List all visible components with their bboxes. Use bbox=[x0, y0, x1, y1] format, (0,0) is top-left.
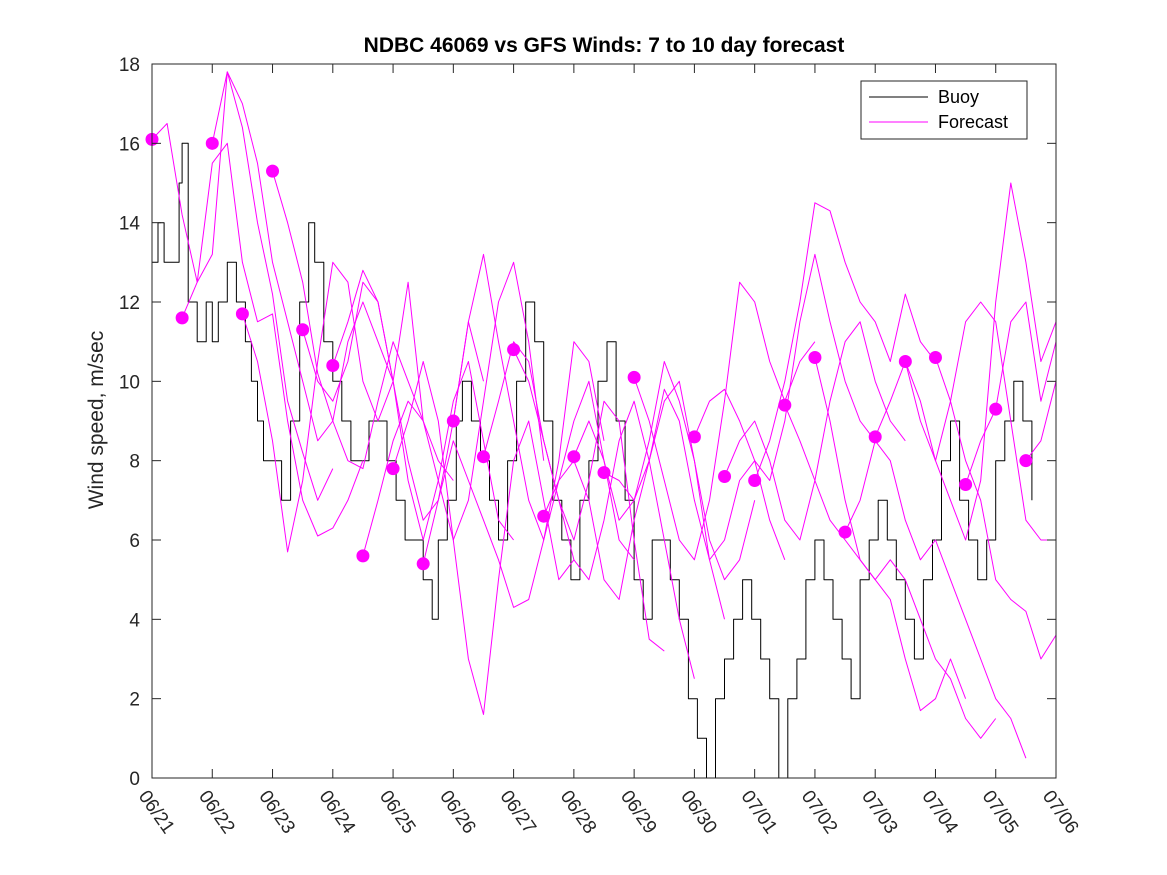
legend-forecast-label: Forecast bbox=[938, 112, 1008, 132]
forecast-marker-point bbox=[627, 370, 641, 384]
legend-buoy-label: Buoy bbox=[938, 87, 979, 107]
legend-box bbox=[860, 80, 1028, 140]
y-axis-label: Wind speed, m/sec bbox=[85, 331, 108, 510]
forecast-series-line bbox=[814, 357, 997, 739]
forecast-marker-point bbox=[446, 414, 460, 428]
y-tick-label: 4 bbox=[129, 610, 140, 631]
forecast-marker-point bbox=[507, 343, 521, 357]
forecast-series-line bbox=[935, 357, 1056, 660]
forecast-series-line bbox=[483, 341, 665, 652]
forecast-marker-point bbox=[476, 450, 490, 464]
buoy-series-line bbox=[152, 142, 1033, 778]
forecast-marker-point bbox=[928, 351, 942, 365]
forecast-series-line bbox=[573, 361, 756, 581]
forecast-marker-point bbox=[989, 402, 1003, 416]
forecast-series-line bbox=[422, 341, 605, 608]
marker-layer bbox=[145, 132, 1033, 571]
forecast-marker-point bbox=[175, 311, 189, 325]
forecast-marker-point bbox=[296, 323, 310, 337]
y-tick-label: 12 bbox=[119, 293, 140, 314]
forecast-marker-point bbox=[1019, 454, 1033, 468]
y-tick-label: 6 bbox=[129, 531, 140, 552]
forecast-marker-point bbox=[718, 470, 732, 484]
forecast-marker-point bbox=[898, 355, 912, 368]
plot-area-frame bbox=[151, 63, 1057, 779]
forecast-marker-point bbox=[959, 477, 973, 491]
forecast-marker-point bbox=[868, 430, 882, 444]
forecast-series-line bbox=[392, 361, 575, 715]
forecast-series-line bbox=[513, 349, 695, 679]
forecast-marker-point bbox=[356, 549, 370, 563]
forecast-marker-point bbox=[808, 351, 822, 365]
y-tick-label: 14 bbox=[119, 214, 141, 235]
y-tick-label: 8 bbox=[129, 452, 140, 473]
y-tick-label: 16 bbox=[119, 134, 140, 155]
forecast-series-line bbox=[181, 142, 364, 537]
forecast-series-line bbox=[211, 71, 394, 442]
forecast-marker-point bbox=[266, 164, 280, 178]
y-tick-label: 10 bbox=[119, 372, 140, 393]
y-tick-label: 0 bbox=[129, 769, 140, 790]
y-axis: 0 2 4 6 8 10 12 14 16 18 bbox=[119, 55, 1056, 790]
chart-title: NDBC 46069 vs GFS Winds: 7 to 10 day for… bbox=[364, 34, 845, 57]
series-layer bbox=[152, 71, 1056, 778]
forecast-marker-point bbox=[748, 474, 762, 487]
forecast-marker-point bbox=[537, 509, 551, 523]
forecast-series-line bbox=[332, 269, 514, 541]
forecast-series-line bbox=[693, 253, 876, 481]
forecast-series-line bbox=[1025, 381, 1056, 462]
forecast-marker-point bbox=[205, 136, 219, 150]
forecast-series-line bbox=[754, 202, 936, 481]
forecast-marker-point bbox=[597, 466, 611, 480]
forecast-marker-point bbox=[567, 450, 581, 464]
y-tick-label: 2 bbox=[129, 690, 140, 711]
y-tick-label: 18 bbox=[119, 55, 140, 76]
forecast-series-line bbox=[152, 71, 334, 501]
forecast-marker-point bbox=[235, 307, 249, 321]
forecast-series-line bbox=[904, 182, 1056, 541]
legend: Buoy Forecast bbox=[860, 80, 1028, 140]
forecast-marker-point bbox=[687, 430, 701, 444]
forecast-marker-point bbox=[838, 525, 852, 539]
forecast-series-line bbox=[965, 301, 1056, 485]
forecast-marker-point bbox=[326, 358, 340, 372]
forecast-marker-point bbox=[778, 398, 792, 412]
forecast-marker-point bbox=[416, 557, 430, 571]
forecast-marker-point bbox=[386, 462, 400, 476]
